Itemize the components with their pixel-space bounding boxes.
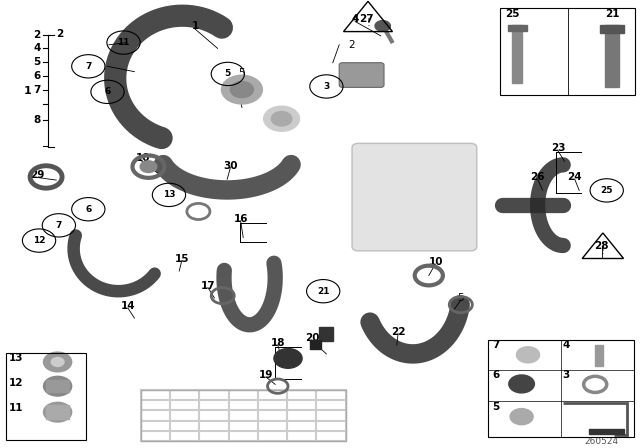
FancyBboxPatch shape — [339, 63, 384, 87]
Text: 26: 26 — [531, 172, 545, 182]
Text: 7: 7 — [56, 221, 62, 230]
Circle shape — [44, 352, 72, 372]
Text: 12: 12 — [33, 236, 45, 245]
Circle shape — [510, 409, 533, 425]
Text: 10: 10 — [136, 153, 150, 163]
Text: 5: 5 — [492, 402, 500, 412]
Circle shape — [221, 75, 262, 104]
Circle shape — [516, 347, 540, 363]
Text: 21: 21 — [605, 9, 620, 19]
Text: 25: 25 — [600, 186, 613, 195]
Circle shape — [271, 112, 292, 126]
Text: !: ! — [601, 246, 605, 256]
Bar — [319, 327, 333, 341]
Circle shape — [509, 375, 534, 393]
Text: 28: 28 — [595, 241, 609, 250]
Text: 8: 8 — [236, 90, 244, 100]
Bar — [310, 340, 321, 349]
Bar — [512, 25, 522, 83]
Text: 30: 30 — [223, 161, 237, 171]
Text: !: ! — [366, 17, 370, 27]
Circle shape — [51, 358, 64, 366]
Circle shape — [375, 21, 390, 31]
Bar — [141, 390, 346, 441]
Text: 8: 8 — [33, 115, 41, 125]
Text: 2: 2 — [33, 30, 41, 40]
Text: 4: 4 — [563, 340, 570, 350]
Bar — [595, 345, 603, 366]
Text: 15: 15 — [175, 254, 189, 264]
Bar — [600, 25, 624, 33]
Text: 5: 5 — [33, 57, 41, 67]
Bar — [589, 429, 624, 434]
Circle shape — [44, 402, 72, 422]
Text: 10: 10 — [429, 257, 444, 267]
Circle shape — [274, 349, 302, 368]
Text: 260524: 260524 — [584, 437, 619, 446]
Text: 24: 24 — [568, 172, 582, 182]
Text: 5: 5 — [458, 293, 464, 303]
Text: 16: 16 — [234, 214, 248, 224]
FancyBboxPatch shape — [352, 143, 477, 251]
Text: 11: 11 — [9, 403, 23, 413]
Text: 14: 14 — [121, 301, 135, 310]
Text: 27: 27 — [360, 14, 374, 24]
Text: 18: 18 — [271, 338, 285, 348]
Text: 13: 13 — [9, 353, 23, 363]
Bar — [46, 405, 69, 419]
Text: 4: 4 — [351, 14, 359, 24]
Text: 3: 3 — [323, 82, 330, 91]
Text: 20: 20 — [305, 333, 319, 343]
Text: 2: 2 — [56, 29, 63, 39]
Text: 7: 7 — [492, 340, 500, 350]
Text: 6: 6 — [492, 370, 500, 380]
Text: 1: 1 — [24, 86, 31, 96]
Text: 1: 1 — [191, 21, 199, 31]
Bar — [508, 25, 527, 31]
Text: 21: 21 — [317, 287, 330, 296]
Text: 9: 9 — [275, 108, 283, 118]
Text: 23: 23 — [551, 143, 565, 153]
Text: 6: 6 — [33, 71, 41, 81]
Text: 12: 12 — [9, 378, 23, 388]
Circle shape — [264, 106, 300, 131]
Text: 22: 22 — [391, 327, 405, 336]
Text: 25: 25 — [505, 9, 519, 19]
Text: 17: 17 — [201, 281, 215, 291]
Text: 7: 7 — [33, 86, 41, 95]
Text: 5: 5 — [225, 69, 231, 78]
Circle shape — [140, 161, 157, 172]
Text: 11: 11 — [117, 38, 130, 47]
Text: 3: 3 — [563, 370, 570, 380]
Text: 13: 13 — [163, 190, 175, 199]
Text: 5: 5 — [238, 68, 244, 78]
Text: 19: 19 — [259, 370, 273, 380]
Text: 6: 6 — [85, 205, 92, 214]
Bar — [605, 25, 619, 87]
Text: 2: 2 — [349, 40, 355, 50]
Text: 6: 6 — [104, 87, 111, 96]
Text: 29: 29 — [30, 170, 44, 180]
Text: 7: 7 — [85, 62, 92, 71]
Circle shape — [44, 376, 72, 396]
Circle shape — [230, 82, 253, 98]
Bar — [46, 380, 69, 392]
Text: 4: 4 — [33, 43, 41, 53]
